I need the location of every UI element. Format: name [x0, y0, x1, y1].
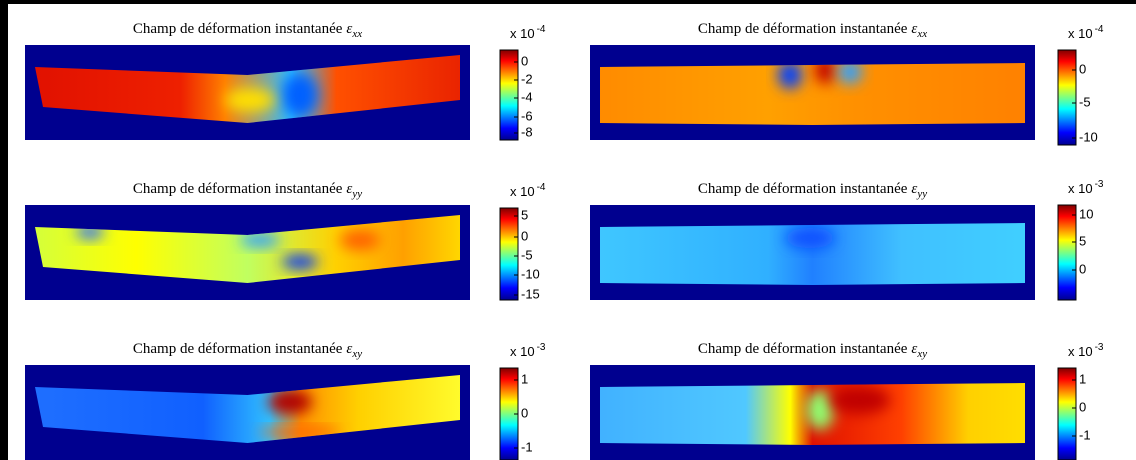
title-subscript: xy: [351, 348, 362, 360]
colorbar: [499, 207, 519, 301]
title-symbol: ε: [911, 181, 917, 197]
scale-exponent: -3: [1095, 179, 1104, 190]
frame-left: [0, 0, 8, 460]
colorbar-tick-label: -5: [521, 247, 533, 262]
panel: Champ de déformation instantanée εxx x 10-…: [25, 21, 546, 141]
colorbar-tick-label: 1: [1079, 371, 1086, 386]
scale-text: x 10: [1068, 344, 1093, 359]
title-symbol: ε: [911, 21, 917, 37]
heatmap-blob: [225, 88, 275, 112]
title-subscript: xx: [916, 28, 927, 40]
scale-exponent: -4: [1095, 24, 1104, 35]
scale-exponent: -4: [537, 24, 546, 35]
heatmap-blob: [260, 427, 340, 437]
panel: Champ de déformation instantanée εxy x 10-…: [25, 341, 546, 460]
scale-text: x 10: [510, 184, 535, 199]
panel: Champ de déformation instantanée εyy x 10-…: [25, 181, 546, 301]
scale-text: x 10: [1068, 26, 1093, 41]
heatmap-blob: [838, 63, 862, 84]
colorbar-tick-label: 5: [521, 207, 528, 222]
colorbar-tick-label: 0: [521, 228, 528, 243]
colorbar-tick-label: -15: [521, 286, 540, 301]
colorbar: [1057, 49, 1077, 146]
colorbar-scale: x 10 -4: [510, 24, 546, 41]
colorbar-tick-label: 1: [521, 371, 528, 386]
colorbar-scale: x 10 -4: [510, 182, 546, 199]
colorbar-tick-label: -4: [521, 89, 533, 104]
colorbar-scale: x 10 -3: [1068, 179, 1104, 196]
colorbar-tick-label: -10: [1079, 129, 1098, 144]
panel: Champ de déformation instantanée εxy x 10-…: [590, 341, 1104, 460]
scale-text: x 10: [510, 26, 535, 41]
colorbar-tick-label: -8: [521, 124, 533, 139]
frame-top: [0, 0, 1136, 4]
heatmap: [600, 383, 1025, 445]
heatmap-field: [600, 63, 1025, 125]
panel: Champ de déformation instantanée εxx x 10-…: [590, 21, 1104, 146]
panel-title: Champ de déformation instantanée εxx: [698, 21, 927, 40]
title-subscript: xx: [351, 28, 362, 40]
colorbar: [1057, 367, 1077, 460]
title-symbol: ε: [911, 341, 917, 357]
heatmap-blob: [785, 228, 835, 248]
heatmap: [600, 223, 1025, 285]
colorbar-tick-label: -1: [521, 439, 533, 454]
colorbar-tick-label: -5: [1079, 94, 1091, 109]
colorbar-tick-label: -10: [521, 266, 540, 281]
heatmap: [600, 63, 1025, 125]
panel-title: Champ de déformation instantanée εxy: [698, 341, 927, 360]
scale-text: x 10: [510, 344, 535, 359]
title-symbol: ε: [346, 21, 352, 37]
colorbar-tick-label: -1: [1079, 427, 1091, 442]
colorbar-tick-label: 0: [521, 53, 528, 68]
title-subscript: yy: [351, 188, 362, 200]
panel-title: Champ de déformation instantanée εyy: [698, 181, 927, 200]
colorbar: [499, 49, 519, 141]
colorbar-tick-label: 5: [1079, 233, 1086, 248]
title-subscript: xy: [916, 348, 927, 360]
heatmap-blob: [240, 233, 280, 247]
colorbar-tick-label: 0: [521, 405, 528, 420]
colorbar: [1057, 204, 1077, 301]
colorbar-tick-label: 0: [1079, 261, 1086, 276]
colorbar-tick-label: -2: [521, 71, 533, 86]
colorbar-tick-label: 0: [1079, 399, 1086, 414]
scale-text: x 10: [1068, 181, 1093, 196]
colorbar-scale: x 10 -3: [510, 342, 546, 359]
panel: Champ de déformation instantanée εyy x 10-…: [590, 179, 1104, 301]
title-symbol: ε: [346, 341, 352, 357]
title-text: Champ de déformation instantanée: [698, 341, 908, 357]
title-text: Champ de déformation instantanée: [133, 181, 343, 197]
title-text: Champ de déformation instantanée: [698, 181, 908, 197]
title-symbol: ε: [346, 181, 352, 197]
heatmap-blob: [282, 73, 318, 117]
title-text: Champ de déformation instantanée: [133, 341, 343, 357]
colorbar-tick-label: 0: [1079, 61, 1086, 76]
colorbar-scale: x 10 -3: [1068, 342, 1104, 359]
panel-title: Champ de déformation instantanée εxx: [133, 21, 362, 40]
heatmap-blob: [806, 390, 834, 430]
scale-exponent: -3: [537, 342, 546, 353]
scale-exponent: -4: [537, 182, 546, 193]
heatmap-blob: [340, 230, 380, 250]
heatmap-blob: [268, 390, 312, 414]
scale-exponent: -3: [1095, 342, 1104, 353]
title-subscript: yy: [916, 188, 927, 200]
panel-title: Champ de déformation instantanée εyy: [133, 181, 362, 200]
colorbar-scale: x 10 -4: [1068, 24, 1104, 41]
title-text: Champ de déformation instantanée: [698, 21, 908, 37]
colorbar-tick-label: -6: [521, 108, 533, 123]
heatmap-blob: [830, 386, 890, 414]
heatmap-blob: [282, 255, 318, 269]
colorbar-tick-label: 10: [1079, 206, 1093, 221]
title-text: Champ de déformation instantanée: [133, 21, 343, 37]
heatmap-blob: [815, 63, 835, 84]
panel-title: Champ de déformation instantanée εxy: [133, 341, 362, 360]
heatmap-blob: [778, 63, 802, 89]
